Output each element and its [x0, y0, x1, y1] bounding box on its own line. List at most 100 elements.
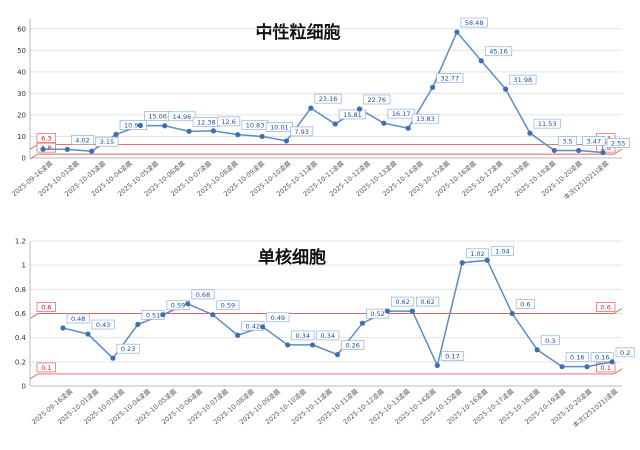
data-label-box: [314, 93, 342, 104]
data-label: 0.62: [420, 298, 434, 306]
data-point: [235, 132, 241, 138]
y-tick-label: 20: [17, 111, 26, 119]
data-label: 0.34: [321, 332, 335, 340]
data-label: 12.38: [197, 118, 216, 126]
data-point: [113, 131, 119, 137]
data-point: [260, 324, 266, 330]
data-point: [509, 310, 515, 317]
data-label-box: [606, 138, 630, 148]
data-label: 45.16: [489, 48, 508, 56]
data-label: 0.3: [545, 337, 555, 345]
data-label: 0.43: [96, 321, 110, 329]
data-label-box: [533, 118, 561, 129]
data-label: 32.77: [441, 74, 460, 82]
reference-label-right: 6.3: [601, 134, 611, 142]
data-label: 0.42: [246, 322, 260, 330]
data-point: [332, 121, 338, 127]
data-label-box: [291, 330, 315, 341]
data-point: [434, 362, 440, 369]
data-point: [609, 359, 615, 365]
reference-label-box: [36, 302, 56, 312]
data-label: 0.59: [221, 302, 235, 310]
data-point: [503, 86, 509, 92]
data-label-box: [465, 248, 490, 259]
data-point: [534, 347, 540, 353]
data-point: [185, 301, 191, 307]
data-label: 0.48: [71, 315, 85, 323]
data-label: 12.6: [221, 118, 235, 126]
data-label: 0.52: [370, 310, 384, 318]
reference-line-tail: [29, 153, 39, 160]
data-label: 0.49: [271, 314, 285, 322]
y-tick-label: 0.4: [15, 334, 27, 342]
reference-label-left: 6.3: [41, 134, 51, 142]
data-point: [60, 325, 66, 331]
reference-label-box: [36, 142, 56, 153]
data-label-box: [440, 351, 465, 361]
data-label: 11.53: [538, 120, 557, 128]
reference-label-box: [36, 133, 56, 143]
y-tick-label: 1: [22, 262, 26, 270]
y-tick-label: 40: [17, 68, 26, 76]
data-label-box: [91, 319, 115, 330]
data-point: [259, 133, 265, 140]
reference-line-tail: [613, 368, 623, 375]
data-point: [284, 342, 291, 348]
data-point: [527, 130, 533, 136]
data-label-box: [540, 335, 560, 346]
data-label-box: [436, 73, 464, 83]
data-label-box: [490, 245, 514, 256]
y-tick-label: 50: [17, 47, 26, 55]
data-point: [584, 364, 590, 370]
y-tick-label: 10: [17, 133, 26, 141]
data-label: 7.93: [294, 128, 308, 136]
data-label-box: [590, 352, 614, 363]
data-point: [559, 364, 565, 370]
data-point: [600, 149, 606, 156]
data-label-box: [565, 352, 589, 363]
data-point: [64, 146, 70, 152]
y-tick-label: 0: [22, 155, 26, 163]
reference-label-right: 1.8: [601, 144, 611, 152]
data-label-box: [615, 347, 635, 358]
data-label-box: [387, 108, 415, 119]
data-point: [405, 125, 411, 131]
data-label: 0.51: [146, 311, 160, 319]
data-label-box: [509, 74, 537, 85]
data-point: [283, 138, 290, 144]
data-label-box: [338, 109, 367, 120]
data-point: [137, 122, 143, 129]
data-point: [384, 308, 391, 314]
y-tick-label: 0.2: [15, 358, 26, 366]
reference-label-left: 0.6: [41, 304, 51, 312]
y-tick-label: 0: [22, 383, 26, 391]
data-label: 22.76: [367, 96, 386, 104]
data-label: 58.48: [465, 19, 484, 27]
reference-label-right: 0.1: [601, 364, 611, 372]
data-label: 10.97: [124, 121, 143, 129]
reference-label-box: [36, 362, 56, 373]
data-label-box: [460, 17, 488, 28]
data-label-box: [363, 94, 391, 105]
data-point: [160, 312, 166, 318]
data-label: 23.16: [319, 95, 338, 103]
data-label: 2.55: [611, 140, 625, 148]
data-point: [429, 84, 436, 91]
reference-line-tail: [29, 313, 39, 319]
reference-line-tail: [613, 148, 623, 155]
data-label: 13.83: [416, 115, 435, 123]
data-label: 0.17: [445, 352, 459, 360]
reference-label-box: [596, 302, 616, 312]
x-tick-label: 本次(251021)凌晨: [571, 386, 620, 429]
data-label: 14.96: [173, 113, 192, 121]
data-point: [309, 342, 316, 348]
data-label-box: [217, 116, 241, 127]
data-label-box: [366, 308, 390, 319]
data-label-box: [216, 300, 240, 311]
data-label: 16.17: [392, 110, 411, 118]
y-tick-label: 30: [17, 90, 26, 98]
data-point: [210, 312, 216, 318]
data-label: 0.16: [570, 354, 584, 362]
x-tick-label: 本次(251021)凌晨: [562, 158, 611, 201]
